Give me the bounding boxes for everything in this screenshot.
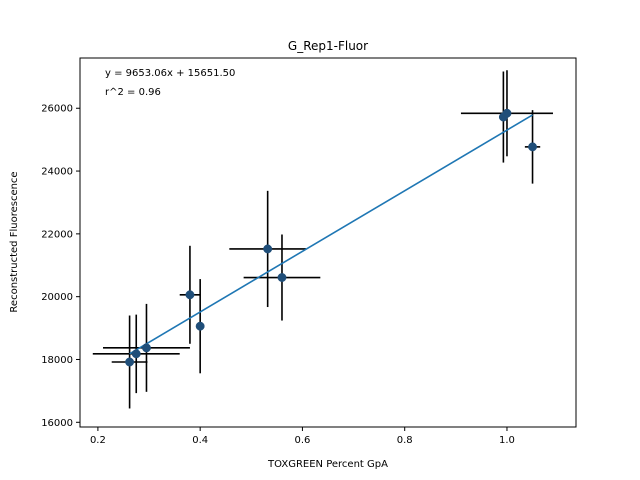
axis-ticks: 0.2 0.4 0.6 0.8 1.0 16000 18000 20000 22000 24000… [41, 104, 515, 446]
data-point-4 [185, 290, 195, 300]
r-squared-annotation: r^2 = 0.96 [105, 87, 161, 98]
x-tick-label: 1.0 [499, 435, 515, 446]
data-point-10 [528, 142, 537, 152]
fit-line [129, 114, 533, 355]
y-tick-label: 20000 [41, 292, 73, 303]
y-tick-label: 24000 [41, 167, 73, 178]
data-point-3 [142, 343, 151, 353]
data-point-2 [131, 349, 141, 359]
data-point-5 [195, 321, 205, 331]
y-tick-label: 18000 [41, 355, 73, 366]
y-tick-label: 26000 [41, 104, 73, 115]
x-tick-label: 0.8 [397, 435, 413, 446]
chart-title: G_Rep1-Fluor [288, 39, 368, 53]
x-axis-title: TOXGREEN Percent GpA [267, 459, 388, 470]
x-tick-label: 0.6 [294, 435, 310, 446]
axes-frame [79, 57, 577, 428]
axes-border [79, 57, 577, 428]
plot-content [92, 70, 553, 409]
x-tick-label: 0.4 [192, 435, 208, 446]
data-point-9 [502, 108, 512, 118]
plot-area [92, 70, 553, 409]
y-tick-label: 16000 [41, 418, 73, 429]
data-point-7 [277, 273, 287, 282]
data-point-1 [125, 357, 135, 367]
x-tick-label: 0.2 [90, 435, 106, 446]
data-point-6 [263, 244, 273, 254]
y-axis-title: Reconstructed Fluorescence [9, 171, 20, 312]
fit-equation-annotation: y = 9653.06x + 15651.50 [105, 68, 235, 79]
y-tick-label: 22000 [41, 229, 73, 240]
